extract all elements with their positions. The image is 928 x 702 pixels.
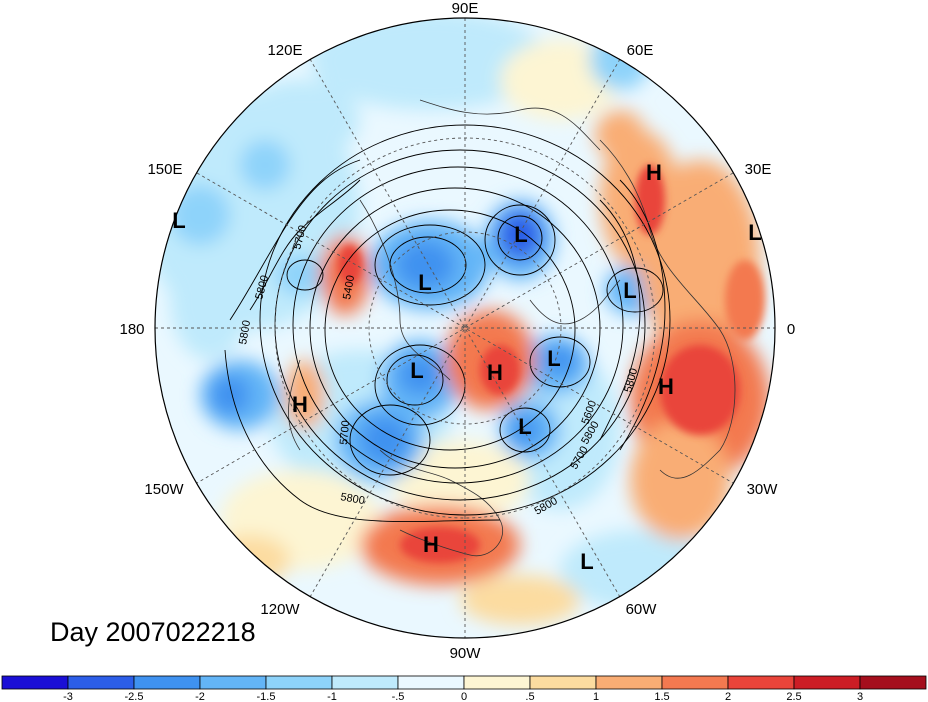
colorbar-tick-label: -2.5 <box>125 691 144 702</box>
coastlines <box>288 99 736 557</box>
colorbar-tick-label: 0 <box>461 691 467 702</box>
colorbar-box <box>397 675 465 690</box>
longitude-label: 90W <box>450 645 482 662</box>
map-boundary <box>154 17 776 639</box>
colorbar-box <box>463 675 531 690</box>
low-center: L <box>547 346 560 371</box>
colorbar-tick-label: -3 <box>63 691 73 702</box>
contour-label: 5800 <box>237 319 253 345</box>
colorbar-box <box>661 675 729 690</box>
colorbar-box <box>859 675 927 690</box>
low-center: L <box>410 358 423 383</box>
longitude-labels: 90E 60E 30E 0 30W 60W 90W 120W 150W 180 … <box>119 0 795 662</box>
colorbar-box <box>331 675 399 690</box>
colorbar-tick-label: 1 <box>593 691 599 702</box>
pressure-centers: L L L L L L L L L H H H H H <box>172 160 761 574</box>
contour-label: 5700 <box>338 420 352 445</box>
longitude-label: 0 <box>787 321 795 338</box>
high-center: H <box>423 532 439 557</box>
colorbar-tick-label: -.5 <box>392 691 405 702</box>
colorbar-box <box>529 675 597 690</box>
colorbar-box <box>67 675 135 690</box>
high-center: H <box>487 360 503 385</box>
low-center: L <box>514 222 527 247</box>
low-center: L <box>418 270 431 295</box>
low-center: L <box>518 414 531 439</box>
longitude-label: 30W <box>747 481 779 498</box>
colorbar-box <box>727 675 795 690</box>
colorbar-ticks: -3 -2.5 -2 -1.5 -1 -.5 0 .5 1 1.5 2 2.5 3 <box>63 691 863 702</box>
high-center: H <box>646 160 662 185</box>
high-center: H <box>292 392 308 417</box>
colorbar-box <box>1 675 69 690</box>
longitude-label: 30E <box>745 161 772 178</box>
map-title: Day 2007022218 <box>50 617 256 647</box>
low-center: L <box>748 220 761 245</box>
colorbar-tick-label: 2 <box>725 691 731 702</box>
longitude-label: 150E <box>147 161 182 178</box>
geopotential-contours <box>224 124 671 523</box>
longitude-label: 150W <box>144 481 184 498</box>
low-center: L <box>580 549 593 574</box>
colorbar-tick-label: 2.5 <box>786 691 801 702</box>
longitude-label: 60E <box>627 42 654 59</box>
colorbar-tick-label: -1.5 <box>257 691 276 702</box>
colorbar-tick-label: .5 <box>525 691 534 702</box>
low-center: L <box>172 208 185 233</box>
colorbar-tick-label: -2 <box>195 691 205 702</box>
colorbar-boxes <box>1 675 927 690</box>
longitude-label: 180 <box>119 321 144 338</box>
graticule <box>155 18 775 638</box>
low-center: L <box>623 278 636 303</box>
colorbar-box <box>595 675 663 690</box>
colorbar-box <box>265 675 333 690</box>
contour-label: 5800 <box>339 491 365 507</box>
colorbar-box <box>199 675 267 690</box>
longitude-label: 120E <box>267 42 302 59</box>
colorbar-box <box>133 675 201 690</box>
longitude-label: 90E <box>452 0 479 17</box>
contour-label: 5400 <box>341 274 357 300</box>
longitude-label: 120W <box>260 601 300 618</box>
high-center: H <box>658 374 674 399</box>
colorbar-tick-label: -1 <box>327 691 337 702</box>
longitude-label: 60W <box>626 601 658 618</box>
colorbar-tick-label: 3 <box>857 691 863 702</box>
colorbar-tick-label: 1.5 <box>654 691 669 702</box>
colorbar-box <box>793 675 861 690</box>
